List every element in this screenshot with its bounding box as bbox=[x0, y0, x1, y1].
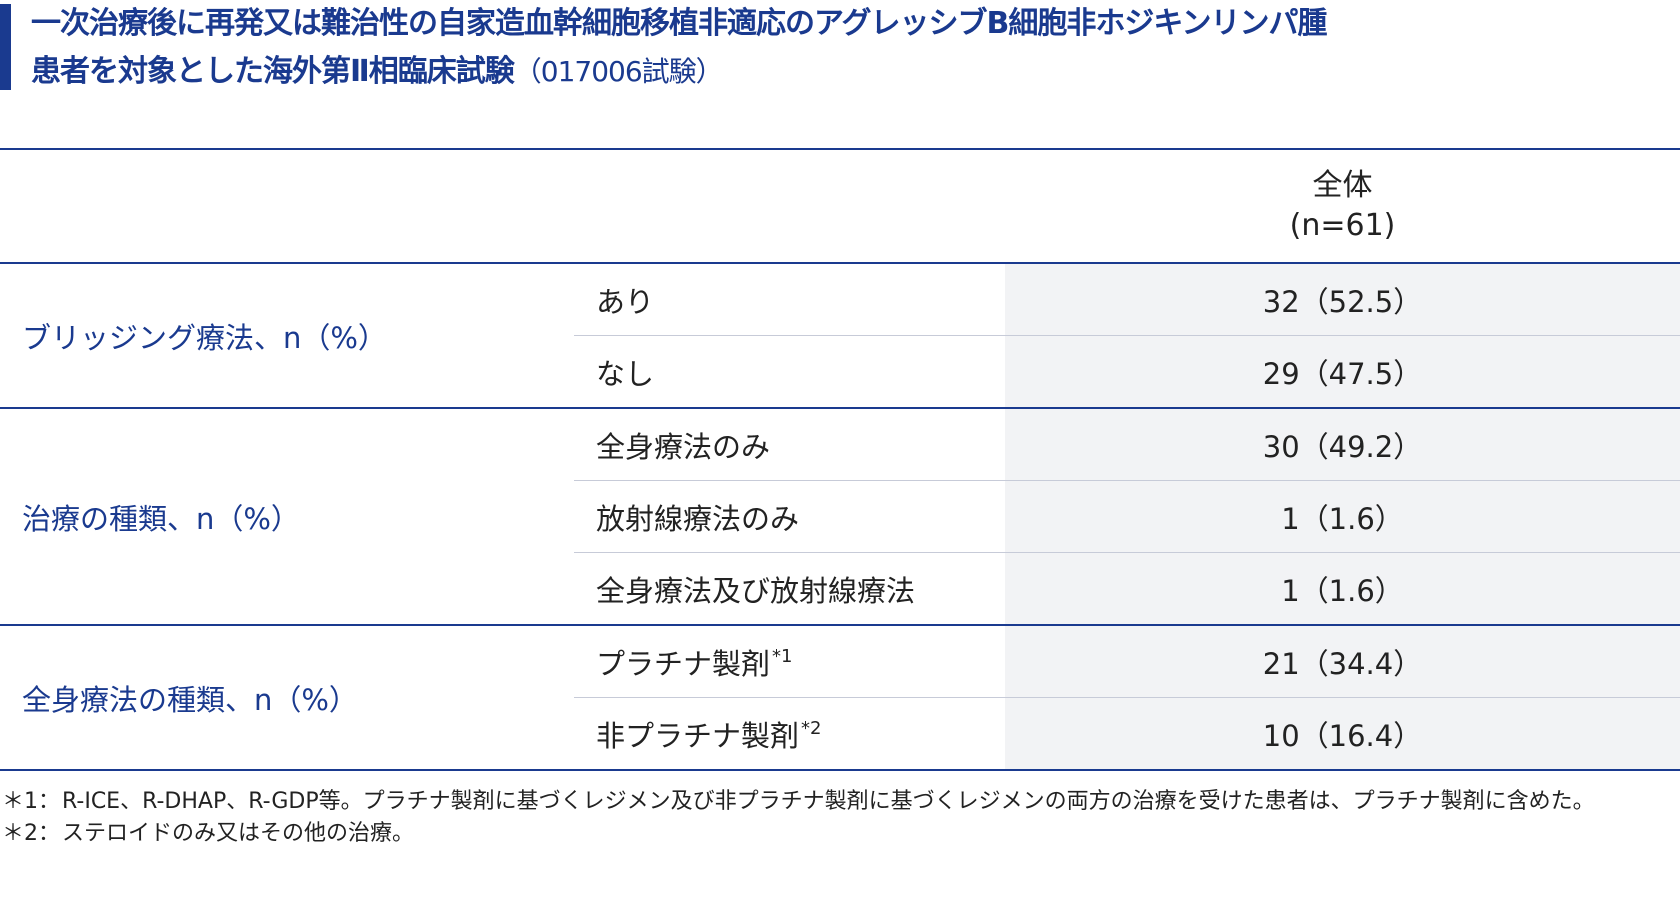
footnote-2: ＊2： ステロイドのみ又はその他の治療。 bbox=[0, 818, 1676, 850]
group-label-systemic-type: 全身療法の種類、n（%） bbox=[0, 625, 574, 771]
title-accent-bar bbox=[0, 4, 11, 90]
group-label-bridging: ブリッジング療法、n（%） bbox=[0, 263, 574, 409]
table-row: 非プラチナ製剤 *2 10（16.4） bbox=[0, 697, 1680, 771]
footnotes: ＊1： R-ICE、R-DHAP、R-GDP等。プラチナ製剤に基づくレジメン及び… bbox=[0, 786, 1676, 850]
title-line-2: 患者を対象とした海外第Ⅱ相臨床試験（017006試験） bbox=[31, 48, 1676, 96]
table-row: ブリッジング療法、n（%） あり 32（52.5） bbox=[0, 263, 1680, 409]
row-value: 10（16.4） bbox=[1005, 697, 1680, 771]
footnote-marker: *2 bbox=[801, 717, 822, 739]
footnote-text: R-ICE、R-DHAP、R-GDP等。プラチナ製剤に基づくレジメン及び非プラチ… bbox=[62, 789, 1595, 814]
footnote-text: ステロイドのみ又はその他の治療。 bbox=[62, 821, 415, 846]
footnote-label: ＊1： bbox=[2, 789, 60, 814]
row-label-text: プラチナ製剤 bbox=[596, 646, 771, 681]
table-row: 放射線療法のみ 1（1.6） bbox=[0, 480, 1680, 553]
row-label: 全身療法のみ bbox=[574, 408, 1005, 481]
row-label-text: 非プラチナ製剤 bbox=[596, 718, 800, 753]
header-total-label: 全体 bbox=[1312, 168, 1373, 203]
row-label: プラチナ製剤 *1 bbox=[574, 625, 1005, 698]
row-value: 30（49.2） bbox=[1005, 408, 1680, 481]
footnote-label: ＊2： bbox=[2, 821, 60, 846]
table-row: 全身療法の種類、n（%） プラチナ製剤 *1 21（34.4） bbox=[0, 625, 1680, 771]
footnote-marker: *1 bbox=[772, 645, 793, 667]
table-row: なし 29（47.5） bbox=[0, 335, 1680, 409]
row-label: 放射線療法のみ bbox=[574, 480, 1005, 553]
bridging-therapy-table: 全体 (n=61) ブリッジング療法、n（%） あり 32（52.5） なし 2… bbox=[0, 148, 1680, 771]
header-n-label: (n=61) bbox=[1289, 208, 1396, 243]
table-row: 全身療法及び放射線療法 1（1.6） bbox=[0, 552, 1680, 626]
title-line-2-main: 患者を対象とした海外第Ⅱ相臨床試験 bbox=[31, 54, 515, 89]
header-total-cell: 全体 (n=61) bbox=[1005, 148, 1680, 264]
title-study-id: （017006試験） bbox=[513, 55, 724, 88]
table-header-row: 全体 (n=61) bbox=[0, 148, 1680, 264]
row-label: 全身療法及び放射線療法 bbox=[574, 552, 1005, 626]
row-label: あり bbox=[574, 263, 1005, 336]
row-value: 1（1.6） bbox=[1005, 552, 1680, 626]
row-label: なし bbox=[574, 335, 1005, 409]
title-line-1: 一次治療後に再発又は難治性の自家造血幹細胞移植非適応のアグレッシブB細胞非ホジキ… bbox=[31, 6, 1327, 41]
row-label: 非プラチナ製剤 *2 bbox=[574, 697, 1005, 771]
header-empty-cell bbox=[574, 148, 1005, 264]
page-title: 一次治療後に再発又は難治性の自家造血幹細胞移植非適応のアグレッシブB細胞非ホジキ… bbox=[31, 0, 1676, 96]
row-value: 21（34.4） bbox=[1005, 625, 1680, 698]
table-row: 治療の種類、n（%） 全身療法のみ 30（49.2） bbox=[0, 408, 1680, 626]
row-value: 1（1.6） bbox=[1005, 480, 1680, 553]
group-label-treatment-type: 治療の種類、n（%） bbox=[0, 408, 574, 626]
header-empty-cell bbox=[0, 148, 574, 264]
footnote-1: ＊1： R-ICE、R-DHAP、R-GDP等。プラチナ製剤に基づくレジメン及び… bbox=[0, 786, 1676, 818]
row-value: 29（47.5） bbox=[1005, 335, 1680, 409]
row-value: 32（52.5） bbox=[1005, 263, 1680, 336]
